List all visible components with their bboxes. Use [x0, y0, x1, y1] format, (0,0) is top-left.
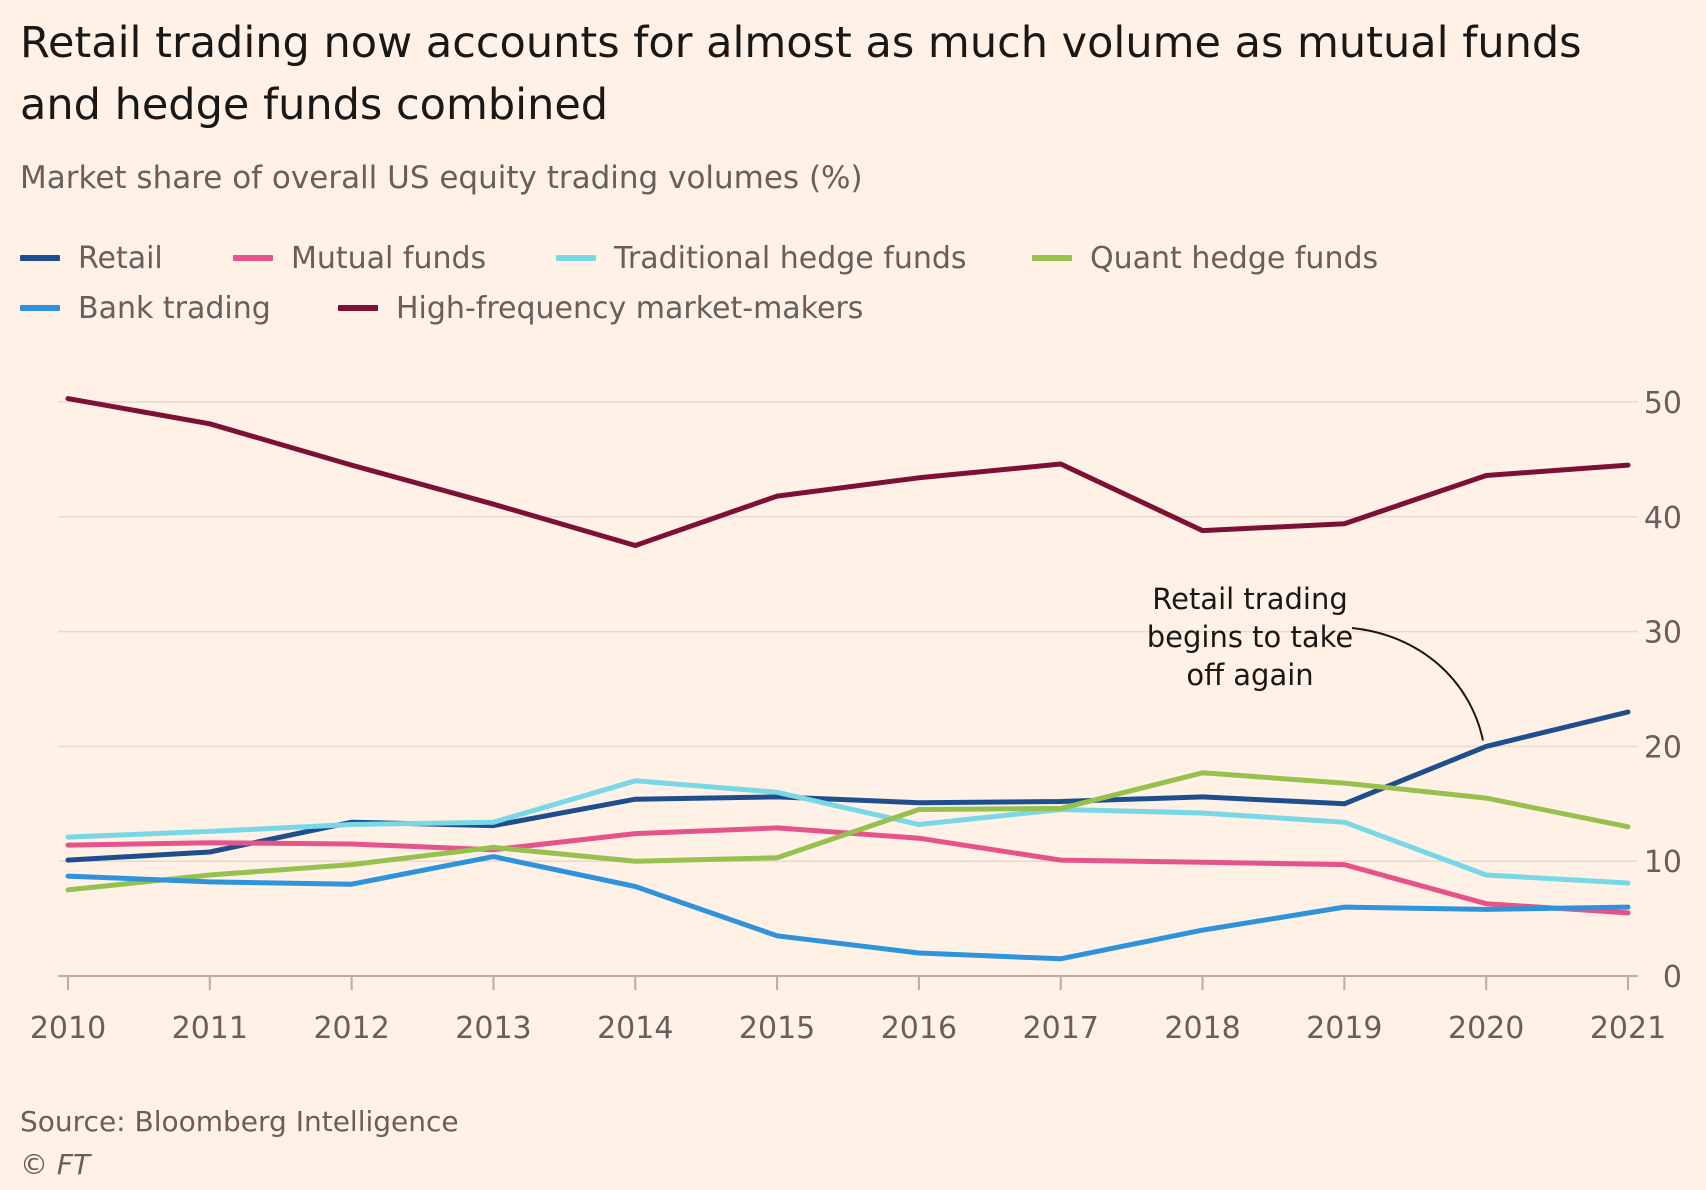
legend-label-traditional-hedge-funds: Traditional hedge funds: [614, 240, 967, 276]
x-tick-label-2012: 2012: [313, 1011, 389, 1046]
x-tick-label-2010: 2010: [30, 1011, 106, 1046]
y-tick-label-50: 50: [1644, 386, 1682, 421]
y-tick-label-20: 20: [1644, 730, 1682, 765]
legend-label-mutual-funds: Mutual funds: [291, 240, 487, 276]
legend-swatch-mutual-funds: [233, 255, 273, 261]
legend-label-quant-hedge-funds: Quant hedge funds: [1090, 240, 1379, 276]
legend-swatch-quant-hedge-funds: [1032, 255, 1072, 261]
annotation-text-line-2: begins to take: [1147, 620, 1354, 654]
y-tick-label-10: 10: [1644, 845, 1682, 880]
series-line-high-frequency-market-makers: [65, 396, 1631, 548]
legend-swatch-traditional-hedge-funds: [556, 255, 596, 261]
annotation-text-line-3: off again: [1186, 658, 1313, 692]
x-tick-label-2018: 2018: [1164, 1011, 1240, 1046]
x-tick-label-2013: 2013: [455, 1011, 531, 1046]
legend-item-bank-trading: Bank trading: [20, 291, 271, 326]
gridlines: [58, 401, 1638, 862]
series-line-bank-trading: [65, 854, 1631, 962]
x-tick-label-2011: 2011: [172, 1011, 248, 1046]
copyright-note: © FT: [20, 1148, 91, 1181]
y-tick-label-0: 0: [1663, 960, 1682, 995]
legend-item-quant-hedge-funds: Quant hedge funds: [1032, 241, 1378, 276]
series-line-traditional-hedge-funds: [65, 778, 1631, 886]
x-tick-label-2021: 2021: [1590, 1011, 1666, 1046]
legend-item-mutual-funds: Mutual funds: [233, 241, 486, 276]
chart-subtitle: Market share of overall US equity tradin…: [20, 160, 863, 196]
chart-title: Retail trading now accounts for almost a…: [20, 18, 1582, 130]
x-tick-label-2020: 2020: [1448, 1011, 1524, 1046]
line-chart: 0 10 20 30 40 50 2010 2011 2012 2013 2014 2015 2016…: [30, 386, 1682, 1046]
legend-label-retail: Retail: [78, 240, 163, 276]
annotation-text-line-1: Retail trading: [1152, 582, 1347, 616]
legend-swatch-retail: [20, 255, 60, 261]
x-axis: 2010 2011 2012 2013 2014 2015 2016 2017 2018 2019…: [30, 975, 1666, 1046]
annotation-arrow: [1351, 627, 1484, 741]
series-lines: [65, 396, 1631, 962]
y-tick-label-40: 40: [1644, 501, 1682, 536]
legend-item-traditional-hedge-funds: Traditional hedge funds: [556, 241, 967, 276]
x-tick-label-2017: 2017: [1023, 1011, 1099, 1046]
legend-item-hft: High-frequency market-makers: [338, 291, 863, 326]
x-tick-label-2016: 2016: [881, 1011, 957, 1046]
legend-item-retail: Retail: [20, 241, 163, 276]
source-note: Source: Bloomberg Intelligence: [20, 1105, 459, 1138]
x-tick-label-2015: 2015: [739, 1011, 815, 1046]
y-tick-label-30: 30: [1644, 616, 1682, 651]
x-tick-label-2019: 2019: [1306, 1011, 1382, 1046]
series-line-quant-hedge-funds: [65, 770, 1631, 893]
x-tick-label-2014: 2014: [597, 1011, 673, 1046]
legend-label-hft: High-frequency market-makers: [396, 290, 864, 326]
legend-swatch-hft: [338, 305, 378, 311]
legend-swatch-bank-trading: [20, 305, 60, 311]
chart-annotations: Retail trading begins to take off again: [1147, 582, 1484, 741]
y-axis-ticks: 0 10 20 30 40 50: [1644, 386, 1682, 995]
legend-label-bank-trading: Bank trading: [78, 290, 271, 326]
